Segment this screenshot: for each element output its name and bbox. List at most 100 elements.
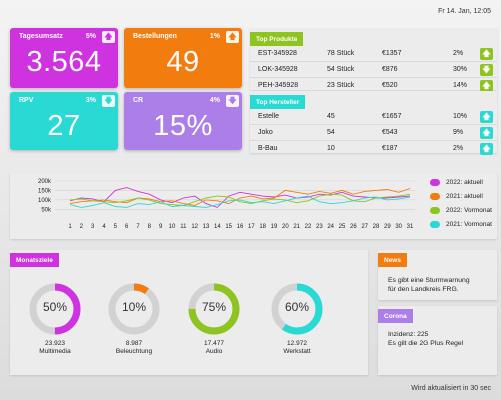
product-name: LOK-345928 [258, 66, 298, 73]
x-tick-label: 31 [407, 224, 414, 230]
kpi-value: 49 [166, 46, 200, 78]
x-tick-label: 21 [293, 224, 300, 230]
legend-label: 2021: aktuell [446, 193, 483, 200]
legend-swatch [430, 179, 440, 186]
table-row[interactable]: PEH-345928 23 Stück €520 14% 🡅 [250, 78, 497, 94]
x-tick-label: 5 [114, 224, 118, 230]
manufacturer-pct: 10% [453, 113, 468, 120]
sales-line-chart-panel: 200k 150k 100k 50k 1 2 3 4 5 6 7 8 9 10 11 12 13 14 15 16 17… [10, 173, 497, 239]
x-tick-label: 24 [327, 224, 334, 230]
donut-progress [188, 283, 240, 335]
product-name: EST-345928 [258, 50, 297, 57]
goal-amount: 17.477 [204, 340, 224, 347]
kpi-bestellungen[interactable]: Bestellungen 1% 🡅 49 [124, 28, 242, 88]
x-tick-label: 14 [214, 224, 221, 230]
table-row[interactable]: Joko 54 €543 9% 🡅 [250, 125, 497, 141]
manufacturer-name: Joko [258, 129, 273, 136]
x-tick-label: 15 [225, 224, 232, 230]
table-row[interactable]: B-Bau 10 €187 2% 🡅 [250, 141, 497, 157]
x-tick-label: 22 [305, 224, 312, 230]
donut-ring [271, 283, 323, 335]
goal-amount: 12.972 [287, 340, 307, 347]
series-line-3 [69, 195, 411, 208]
donut-ring [108, 283, 160, 335]
kpi-change: 5% [85, 33, 96, 40]
manufacturer-pct: 9% [453, 129, 464, 136]
kpi-change: 4% [209, 97, 220, 104]
arrow-up-icon: 🡅 [102, 31, 115, 43]
kpi-cr[interactable]: CR 4% 🡇 15% [124, 92, 242, 150]
manufacturer-name: B-Bau [258, 145, 278, 152]
y-tick-label: 50k [41, 207, 52, 213]
kpi-rpv[interactable]: RPV 3% 🡇 27 [10, 92, 118, 150]
product-price: €876 [382, 66, 398, 73]
x-tick-label: 6 [125, 224, 129, 230]
x-tick-label: 30 [395, 224, 402, 230]
x-tick-label: 17 [248, 224, 255, 230]
manufacturer-pct: 2% [453, 145, 464, 152]
refresh-note: Wird aktualisiert in 30 sec [411, 385, 491, 392]
corona-body: Inzidenz: 225 Es gilt die 2G Plus Regel [388, 330, 463, 348]
legend-label: 2021: Vormonat [446, 221, 492, 228]
manufacturer-qty: 45 [327, 113, 335, 120]
donut-ring [188, 283, 240, 335]
kpi-value: 3.564 [26, 46, 102, 78]
news-text: für den Landkreis FRG. [388, 286, 459, 293]
top-manufacturers-table: Top Hersteller Estelle 45 €1657 10% 🡅 Jo… [250, 91, 497, 155]
product-pct: 2% [453, 50, 464, 57]
goal-category: Audio [205, 348, 223, 355]
x-tick-label: 27 [361, 224, 368, 230]
x-tick-label: 23 [316, 224, 323, 230]
y-tick-label: 200k [38, 179, 52, 185]
kpi-change: 3% [85, 97, 96, 104]
monthly-goals-panel: Monatsziele 50% 23.923 Multimedia 10% 8.… [10, 250, 368, 375]
manufacturer-qty: 54 [327, 129, 335, 136]
x-tick-label: 13 [203, 224, 210, 230]
corona-text: Es gilt die 2G Plus Regel [388, 340, 464, 347]
x-tick-label: 16 [237, 224, 244, 230]
goal-gauge-beleuchtung[interactable]: 10% 8.987 Beleuchtung [104, 282, 164, 355]
arrow-up-icon: 🡅 [480, 48, 493, 60]
legend-label: 2022: aktuell [446, 179, 483, 186]
goal-gauge-audio[interactable]: 75% 17.477 Audio [184, 282, 244, 355]
goal-amount: 8.987 [125, 340, 143, 347]
legend-swatch [430, 221, 440, 228]
manufacturer-price: €1657 [382, 113, 402, 120]
arrow-down-icon: 🡇 [102, 95, 115, 107]
table-row[interactable]: Estelle 45 €1657 10% 🡅 [250, 109, 497, 125]
legend-label: 2022: Vormonat [446, 207, 492, 214]
x-tick-label: 26 [350, 224, 357, 230]
x-tick-label: 28 [373, 224, 380, 230]
series-line-1 [69, 188, 411, 206]
manufacturer-qty: 10 [327, 145, 335, 152]
table-row[interactable]: LOK-345928 54 Stück €876 30% 🡇 [250, 62, 497, 78]
donut-ring [29, 283, 81, 335]
kpi-value: 27 [47, 110, 81, 142]
goal-percent: 10% [121, 300, 147, 314]
corona-text: Inzidenz: 225 [388, 331, 429, 338]
goal-category: Multimedia [39, 348, 71, 355]
table-row[interactable]: EST-345928 78 Stück €1357 2% 🡅 [250, 46, 497, 62]
arrow-down-icon: 🡇 [480, 64, 493, 76]
y-tick-label: 150k [38, 188, 52, 194]
arrow-up-icon: 🡅 [226, 31, 239, 43]
manufacturer-price: €187 [382, 145, 398, 152]
kpi-tagesumsatz[interactable]: Tagesumsatz 5% 🡅 3.564 [10, 28, 118, 88]
x-tick-label: 7 [136, 224, 140, 230]
kpi-title: CR [133, 97, 144, 104]
x-tick-label: 9 [159, 224, 163, 230]
kpi-title: Bestellungen [133, 33, 177, 40]
goal-gauge-multimedia[interactable]: 50% 23.923 Multimedia [25, 282, 85, 355]
x-tick-label: 2 [80, 224, 84, 230]
news-panel: News Es gibt eine Sturmwarnung für den L… [378, 250, 497, 300]
news-body: Es gibt eine Sturmwarnung für den Landkr… [388, 276, 470, 294]
goal-percent: 60% [284, 300, 310, 314]
news-title: News [378, 253, 407, 267]
product-qty: 54 Stück [327, 66, 355, 73]
goal-gauge-werkstatt[interactable]: 60% 12.972 Werkstatt [267, 282, 327, 355]
corona-title: Corona [378, 309, 413, 323]
top-manufacturers-title: Top Hersteller [250, 95, 306, 109]
arrow-down-icon: 🡇 [226, 95, 239, 107]
kpi-title: Tagesumsatz [19, 33, 63, 40]
